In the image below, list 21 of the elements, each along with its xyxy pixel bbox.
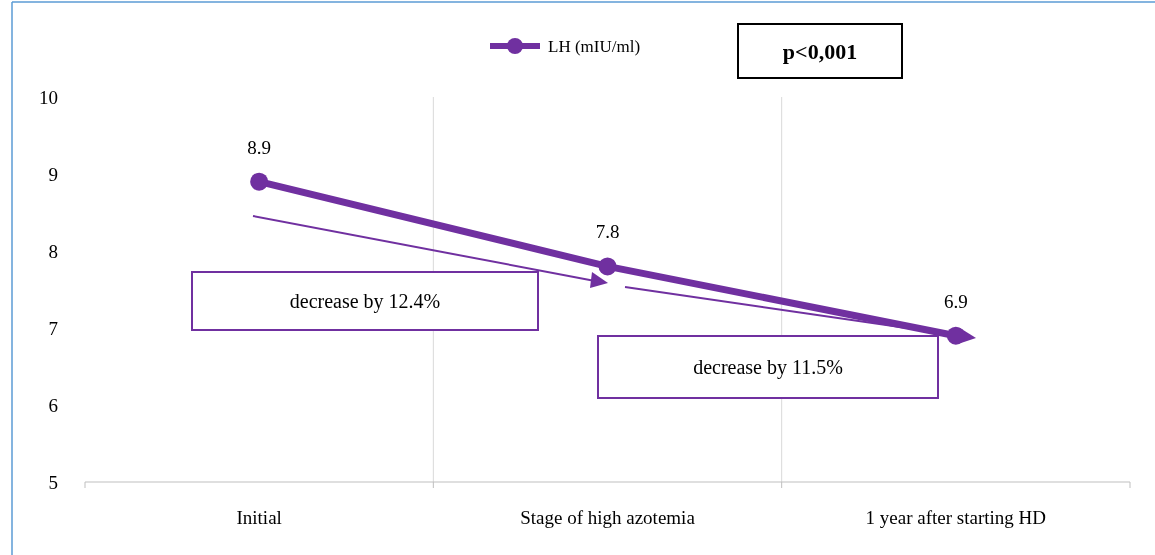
- x-tick-label: Initial: [236, 507, 282, 528]
- text-box: p<0,001: [737, 23, 903, 79]
- text-box: decrease by 11.5%: [597, 335, 939, 399]
- annotation: decrease by 11.5%: [693, 356, 843, 379]
- x-tick-label: Stage of high azotemia: [520, 507, 696, 528]
- x-tick-label: 1 year after starting HD: [865, 507, 1047, 528]
- point: [598, 257, 617, 276]
- y-tick-label: 10: [39, 86, 58, 108]
- data-label: 6.9: [943, 290, 968, 312]
- y-tick-label: 7: [48, 317, 58, 339]
- annotation: decrease by 12.4%: [289, 290, 441, 313]
- y-tick-label: 6: [48, 394, 58, 416]
- legend-label: LH (mIU/ml): [548, 36, 641, 56]
- y-tick-label: 8: [48, 240, 58, 262]
- y-tick-label: 5: [48, 471, 58, 493]
- point: [946, 326, 965, 345]
- text-box: decrease by 12.4%: [191, 271, 539, 331]
- data-label: 7.8: [595, 221, 620, 243]
- y-tick-label: 9: [48, 163, 58, 185]
- point: [250, 172, 269, 191]
- data-label: 8.9: [247, 136, 272, 158]
